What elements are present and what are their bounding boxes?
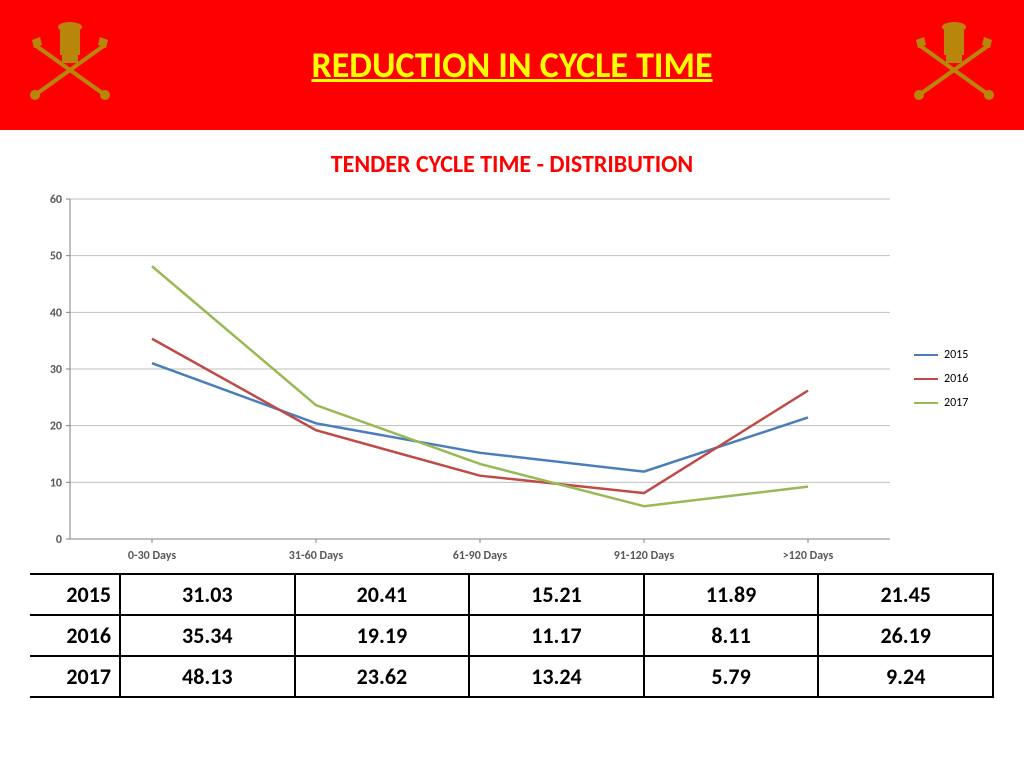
legend-item: 2016: [914, 372, 994, 386]
year-cell: 2015: [30, 574, 120, 615]
legend-label: 2015: [944, 348, 968, 362]
value-cell: 9.24: [818, 656, 993, 697]
data-table-region: 201531.0320.4115.2111.8921.45201635.3419…: [0, 569, 1024, 698]
year-cell: 2016: [30, 615, 120, 656]
value-cell: 8.11: [644, 615, 819, 656]
legend: 2015 2016 2017: [914, 189, 994, 569]
value-cell: 11.89: [644, 574, 819, 615]
value-cell: 15.21: [469, 574, 644, 615]
page-title: REDUCTION IN CYCLE TIME: [311, 43, 712, 87]
value-cell: 48.13: [120, 656, 295, 697]
emblem-right: [904, 15, 1004, 115]
svg-text:0-30 Days: 0-30 Days: [128, 549, 177, 563]
svg-text:10: 10: [50, 476, 62, 490]
value-cell: 13.24: [469, 656, 644, 697]
legend-swatch: [914, 378, 938, 380]
line-chart: 0 10 20 30 40 50 60 0-30 Days 31-60 Days 61-90 Da…: [30, 189, 914, 569]
svg-text:40: 40: [50, 306, 62, 320]
table-row: 201531.0320.4115.2111.8921.45: [30, 574, 993, 615]
value-cell: 20.41: [295, 574, 470, 615]
data-table: 201531.0320.4115.2111.8921.45201635.3419…: [30, 573, 994, 698]
table-row: 201635.3419.1911.178.1126.19: [30, 615, 993, 656]
table-row: 201748.1323.6213.245.799.24: [30, 656, 993, 697]
value-cell: 23.62: [295, 656, 470, 697]
value-cell: 5.79: [644, 656, 819, 697]
legend-swatch: [914, 402, 938, 404]
svg-text:91-120 Days: 91-120 Days: [614, 549, 675, 563]
chart-title: TENDER CYCLE TIME - DISTRIBUTION: [30, 150, 994, 179]
value-cell: 19.19: [295, 615, 470, 656]
svg-text:30: 30: [50, 363, 62, 377]
svg-text:>120 Days: >120 Days: [783, 549, 834, 563]
legend-label: 2016: [944, 372, 968, 386]
svg-text:50: 50: [50, 250, 62, 264]
legend-item: 2015: [914, 348, 994, 362]
svg-text:0: 0: [56, 533, 62, 547]
value-cell: 21.45: [818, 574, 993, 615]
svg-text:31-60 Days: 31-60 Days: [289, 549, 344, 563]
legend-swatch: [914, 354, 938, 356]
value-cell: 31.03: [120, 574, 295, 615]
value-cell: 26.19: [818, 615, 993, 656]
svg-text:61-90 Days: 61-90 Days: [453, 549, 508, 563]
chart-region: TENDER CYCLE TIME - DISTRIBUTION 0 10 20 30…: [0, 130, 1024, 569]
legend-label: 2017: [944, 396, 968, 410]
legend-item: 2017: [914, 396, 994, 410]
header-banner: REDUCTION IN CYCLE TIME: [0, 0, 1024, 130]
emblem-left: [20, 15, 120, 115]
value-cell: 11.17: [469, 615, 644, 656]
svg-text:20: 20: [50, 420, 62, 434]
value-cell: 35.34: [120, 615, 295, 656]
year-cell: 2017: [30, 656, 120, 697]
svg-text:60: 60: [50, 193, 62, 207]
